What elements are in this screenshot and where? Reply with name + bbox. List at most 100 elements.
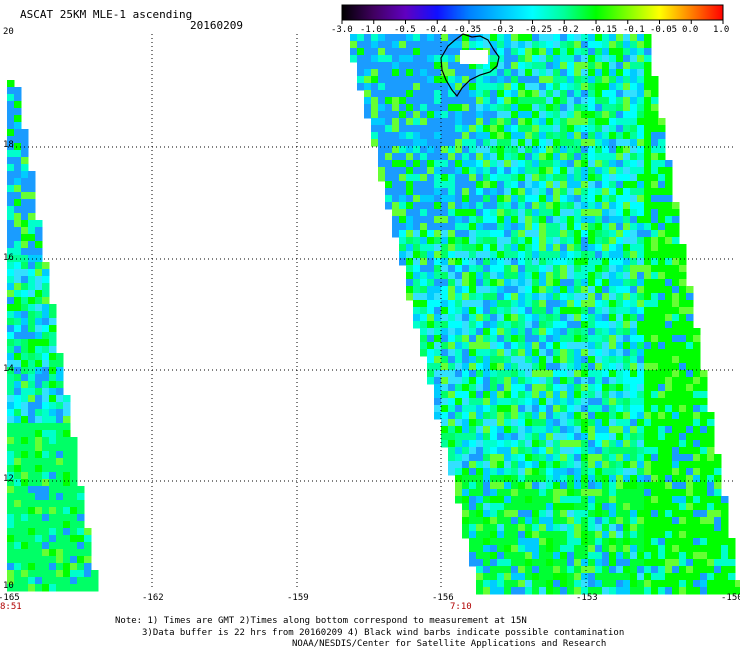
swath-cell (609, 545, 617, 553)
swath-cell (469, 328, 477, 336)
swath-cell (483, 209, 491, 217)
swath-cell (609, 90, 617, 98)
swath-cell (35, 458, 43, 466)
swath-cell (588, 216, 596, 224)
swath-cell (455, 69, 463, 77)
swath-cell (42, 346, 50, 354)
swath-cell (623, 76, 631, 84)
swath-cell (7, 402, 15, 410)
swath-cell (623, 279, 631, 287)
swath-cell (483, 370, 491, 378)
swath-cell (7, 451, 15, 459)
swath-cell (588, 468, 596, 476)
swath-cell (42, 374, 50, 382)
swath-cell (469, 237, 477, 245)
swath-cell (595, 188, 603, 196)
swath-cell (497, 90, 505, 98)
swath-cell (595, 468, 603, 476)
swath-cell (560, 125, 568, 133)
swath-cell (385, 132, 393, 140)
swath-cell (644, 384, 652, 392)
swath-cell (672, 419, 680, 427)
swath-cell (504, 55, 512, 63)
swath-cell (553, 461, 561, 469)
swath-cell (546, 587, 554, 595)
swath-cell (679, 363, 687, 371)
swath-cell (385, 76, 393, 84)
swath-cell (637, 223, 645, 231)
swath-cell (623, 405, 631, 413)
swath-cell (672, 349, 680, 357)
swath-cell (420, 132, 428, 140)
swath-cell (525, 167, 533, 175)
swath-cell (56, 402, 64, 410)
swath-cell (658, 230, 666, 238)
swath-cell (728, 559, 736, 567)
swath-cell (490, 454, 498, 462)
swath-cell (595, 426, 603, 434)
swath-cell (553, 349, 561, 357)
swath-cell (609, 412, 617, 420)
swath-cell (476, 97, 484, 105)
swath-cell (413, 181, 421, 189)
swath-cell (616, 258, 624, 266)
swath-cell (609, 384, 617, 392)
swath-cell (518, 146, 526, 154)
swath-cell (609, 328, 617, 336)
swath-cell (413, 153, 421, 161)
swath-cell (644, 307, 652, 315)
swath-cell (581, 412, 589, 420)
swath-cell (546, 244, 554, 252)
swath-cell (623, 335, 631, 343)
swath-cell (413, 314, 421, 322)
swath-cell (658, 475, 666, 483)
swath-cell (644, 391, 652, 399)
swath-cell (567, 419, 575, 427)
swath-cell (581, 202, 589, 210)
swath-cell (497, 552, 505, 560)
swath-cell (644, 132, 652, 140)
swath-cell (469, 90, 477, 98)
swath-cell (462, 426, 470, 434)
swath-cell (567, 503, 575, 511)
swath-cell (602, 139, 610, 147)
swath-cell (637, 230, 645, 238)
swath-cell (462, 230, 470, 238)
swath-cell (553, 405, 561, 413)
swath-cell (560, 146, 568, 154)
swath-cell (567, 349, 575, 357)
swath-cell (525, 531, 533, 539)
swath-cell (532, 146, 540, 154)
swath-cell (546, 517, 554, 525)
swath-cell (7, 346, 15, 354)
swath-cell (567, 139, 575, 147)
swath-cell (714, 531, 722, 539)
swath-cell (616, 566, 624, 574)
swath-cell (427, 321, 435, 329)
swath-cell (665, 461, 673, 469)
swath-cell (350, 41, 358, 49)
swath-cell (588, 202, 596, 210)
swath-cell (21, 451, 29, 459)
swath-cell (378, 69, 386, 77)
swath-cell (574, 160, 582, 168)
swath-cell (595, 412, 603, 420)
swath-cell (637, 475, 645, 483)
swath-cell (679, 531, 687, 539)
swath-cell (525, 566, 533, 574)
swath-cell (679, 391, 687, 399)
swath-cell (567, 223, 575, 231)
swath-cell (623, 55, 631, 63)
swath-cell (504, 279, 512, 287)
swath-cell (399, 69, 407, 77)
swath-cell (455, 335, 463, 343)
swath-cell (616, 405, 624, 413)
swath-cell (399, 83, 407, 91)
swath-cell (609, 321, 617, 329)
swath-cell (574, 475, 582, 483)
swath-cell (532, 377, 540, 385)
swath-cell (539, 223, 547, 231)
swath-cell (14, 563, 22, 571)
swath-cell (553, 545, 561, 553)
swath-cell (413, 188, 421, 196)
